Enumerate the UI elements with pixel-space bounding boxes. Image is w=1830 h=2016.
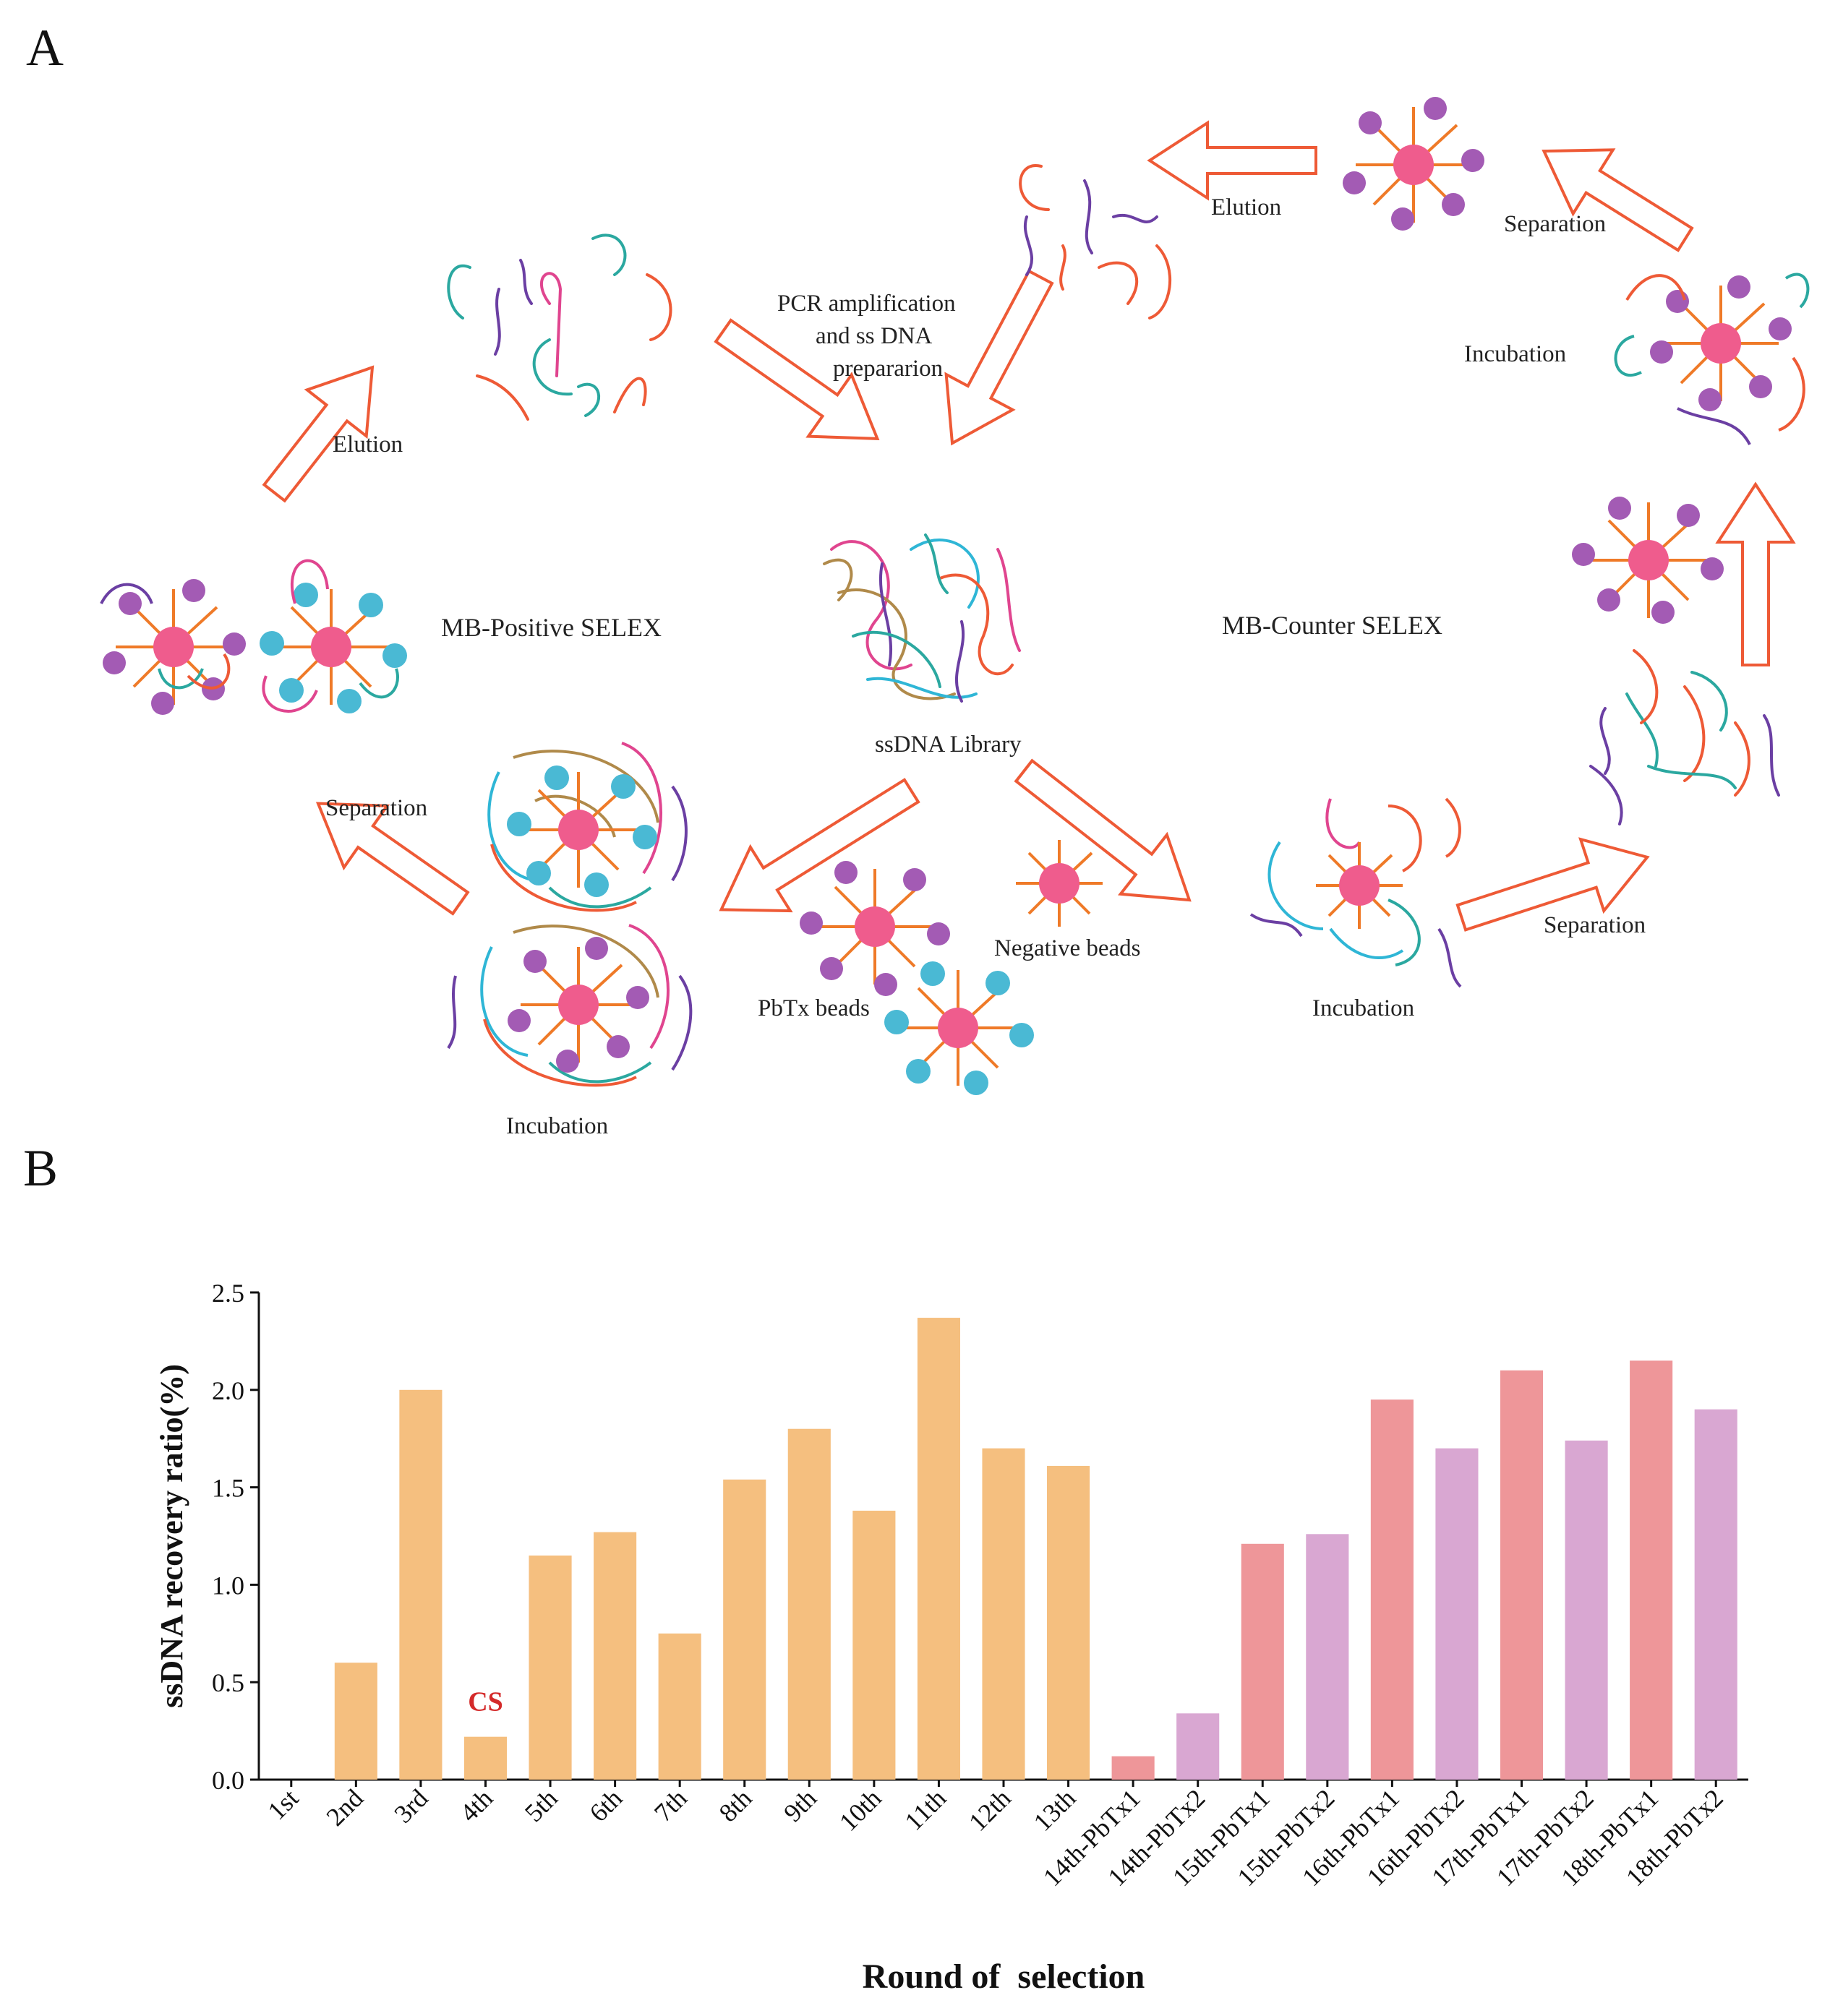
arrow-right-up: [1715, 481, 1796, 666]
label-separation-top: Separation: [1504, 211, 1606, 237]
label-incubation-bottom: Incubation: [506, 1113, 608, 1139]
panel-a-letter: A: [26, 19, 64, 77]
label-library: ssDNA Library: [875, 732, 1022, 758]
bead-separation-left: [487, 742, 688, 912]
negative-bead: [1016, 840, 1103, 927]
panel-b: B 0.0 0.5 1.0 1.5 2.0 2.5 1st 2nd 3rd 4th 5th 6th 7t…: [23, 1139, 1748, 1996]
y-tick-label: 0.5: [212, 1668, 244, 1697]
bead-right-middle: [1572, 497, 1724, 624]
label-pbtx-beads: PbTx beads: [758, 995, 870, 1021]
bar-12th: [982, 1448, 1025, 1780]
x-tick-label: 11th: [899, 1783, 952, 1836]
label-separation-bottom: Separation: [1544, 912, 1646, 938]
process-arrows: [262, 120, 1796, 932]
y-axis-title: ssDNA recovery ratio(%): [154, 1364, 189, 1708]
bar-chart: 0.0 0.5 1.0 1.5 2.0 2.5 1st 2nd 3rd 4th 5th 6th 7th 8…: [154, 1279, 1748, 1996]
annotation-cs: CS: [468, 1687, 503, 1717]
x-tick-label: 2nd: [321, 1783, 369, 1831]
label-mb-counter: MB-Counter SELEX: [1222, 611, 1442, 640]
arrow-separation-bottom: [1455, 837, 1650, 932]
bar-4th: [463, 1736, 508, 1780]
label-pcr-line2: and ss DNA: [816, 323, 932, 349]
bar-15th-pbtx1: [1241, 1543, 1284, 1780]
bar-17th-pbtx1: [1500, 1370, 1544, 1780]
x-axis-title: Round of selection: [863, 1957, 1145, 1996]
eluted-strands-right: [1019, 164, 1172, 319]
bead-incubation-left: [447, 924, 693, 1087]
library-strands: [823, 533, 1021, 703]
y-tick-label: 2.5: [212, 1279, 244, 1308]
y-tick-label: 0.0: [212, 1766, 244, 1795]
bar-18th-pbtx1: [1630, 1360, 1673, 1780]
label-pcr-line1: PCR amplification: [777, 291, 956, 317]
arrow-elution-right: [1147, 120, 1317, 201]
panel-b-letter: B: [23, 1139, 58, 1197]
arrow-pcr-1: [714, 318, 880, 441]
x-tick-label: 1st: [262, 1783, 304, 1825]
bar-3rd: [399, 1389, 442, 1780]
bar-17th-pbtx2: [1565, 1440, 1608, 1780]
bar-5th: [529, 1555, 572, 1780]
bead-top-right: [1343, 97, 1484, 231]
x-tick-label: 13th: [1028, 1783, 1082, 1837]
label-separation-left: Separation: [325, 795, 427, 821]
x-tick-label: 12th: [963, 1783, 1017, 1837]
bar-2nd: [334, 1663, 377, 1780]
bar-8th: [723, 1479, 766, 1780]
label-negative-beads: Negative beads: [994, 935, 1141, 961]
y-tick-label: 1.0: [212, 1571, 244, 1600]
panel-a-labels: Elution PCR amplification and ss DNA pre…: [325, 194, 1646, 1139]
arrow-separation-top: [1542, 148, 1694, 252]
panel-a: A: [26, 19, 1810, 1139]
bar-9th: [787, 1428, 831, 1780]
y-tick-label: 2.0: [212, 1376, 244, 1405]
x-tick-label: 9th: [778, 1783, 822, 1827]
x-tick-label: 4th: [454, 1783, 498, 1827]
label-incubation-right: Incubation: [1464, 341, 1566, 367]
label-mb-positive: MB-Positive SELEX: [441, 613, 662, 642]
bead-counter-incubation: [1249, 797, 1462, 988]
strand-clusters: [447, 164, 1780, 825]
x-tick-label: 5th: [519, 1783, 563, 1827]
beads: [100, 97, 1810, 1095]
x-tick-label: 8th: [714, 1783, 758, 1827]
arrow-pcr-2: [944, 269, 1054, 446]
bar-14th-pbtx2: [1176, 1713, 1220, 1780]
bar-7th: [658, 1633, 701, 1780]
x-tick-label: 3rd: [388, 1783, 433, 1828]
bead-left-cyan: [260, 559, 407, 713]
label-elution-left: Elution: [333, 432, 403, 458]
arrow-separation-left: [315, 802, 470, 916]
x-tick-label: 7th: [649, 1783, 693, 1827]
bar-14th-pbtx1: [1111, 1756, 1155, 1780]
bar-18th-pbtx2: [1694, 1409, 1737, 1780]
arrow-to-positive: [719, 778, 920, 913]
bar-10th: [852, 1510, 896, 1780]
pbtx-bead-purple: [800, 861, 950, 996]
label-pcr-line3: prepararion: [833, 356, 943, 382]
x-tick-label: 6th: [583, 1783, 628, 1827]
bar-15th-pbtx2: [1306, 1534, 1349, 1780]
label-elution-right: Elution: [1211, 194, 1281, 220]
bar-6th: [594, 1532, 637, 1780]
arrow-to-counter: [1014, 758, 1192, 902]
y-tick-label: 1.5: [212, 1474, 244, 1503]
bead-right-incubation: [1614, 273, 1810, 445]
bead-left-purple: [100, 579, 246, 715]
x-tick-label: 10th: [834, 1783, 887, 1837]
label-incubation-mid: Incubation: [1312, 995, 1414, 1021]
bar-16th-pbtx2: [1435, 1448, 1479, 1780]
bar-16th-pbtx1: [1370, 1399, 1414, 1780]
eluted-strands-left: [447, 233, 672, 421]
bar-11th: [917, 1318, 960, 1780]
arrow-elution-left: [262, 365, 375, 503]
pbtx-bead-cyan: [884, 961, 1034, 1095]
counter-strands: [1589, 649, 1780, 825]
bar-13th: [1047, 1465, 1090, 1780]
